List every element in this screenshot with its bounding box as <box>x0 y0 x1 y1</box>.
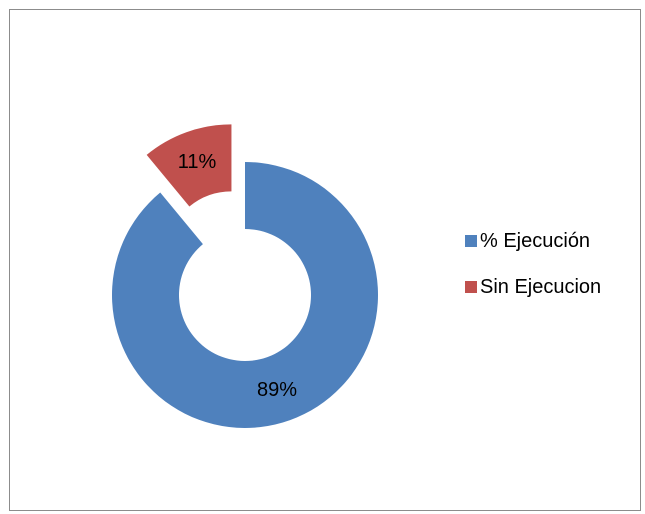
legend-label-sin-ejecucion: Sin Ejecucion <box>480 275 602 298</box>
legend-item-sin-ejecucion: Sin Ejecucion <box>465 275 601 299</box>
slice-sin-ejecucion <box>146 124 232 207</box>
data-label-sin-ejecucion: 11% <box>178 151 217 173</box>
data-label-ejecucion: 89% <box>257 379 297 401</box>
slice-ejecucion <box>112 162 379 428</box>
legend-label-ejecucion: % Ejecución <box>480 229 591 252</box>
legend-item-ejecucion: % Ejecución <box>465 229 601 253</box>
legend-swatch-ejecucion <box>465 235 477 247</box>
legend-swatch-sin-ejecucion <box>465 281 477 293</box>
legend: % Ejecución Sin Ejecucion <box>465 229 601 321</box>
